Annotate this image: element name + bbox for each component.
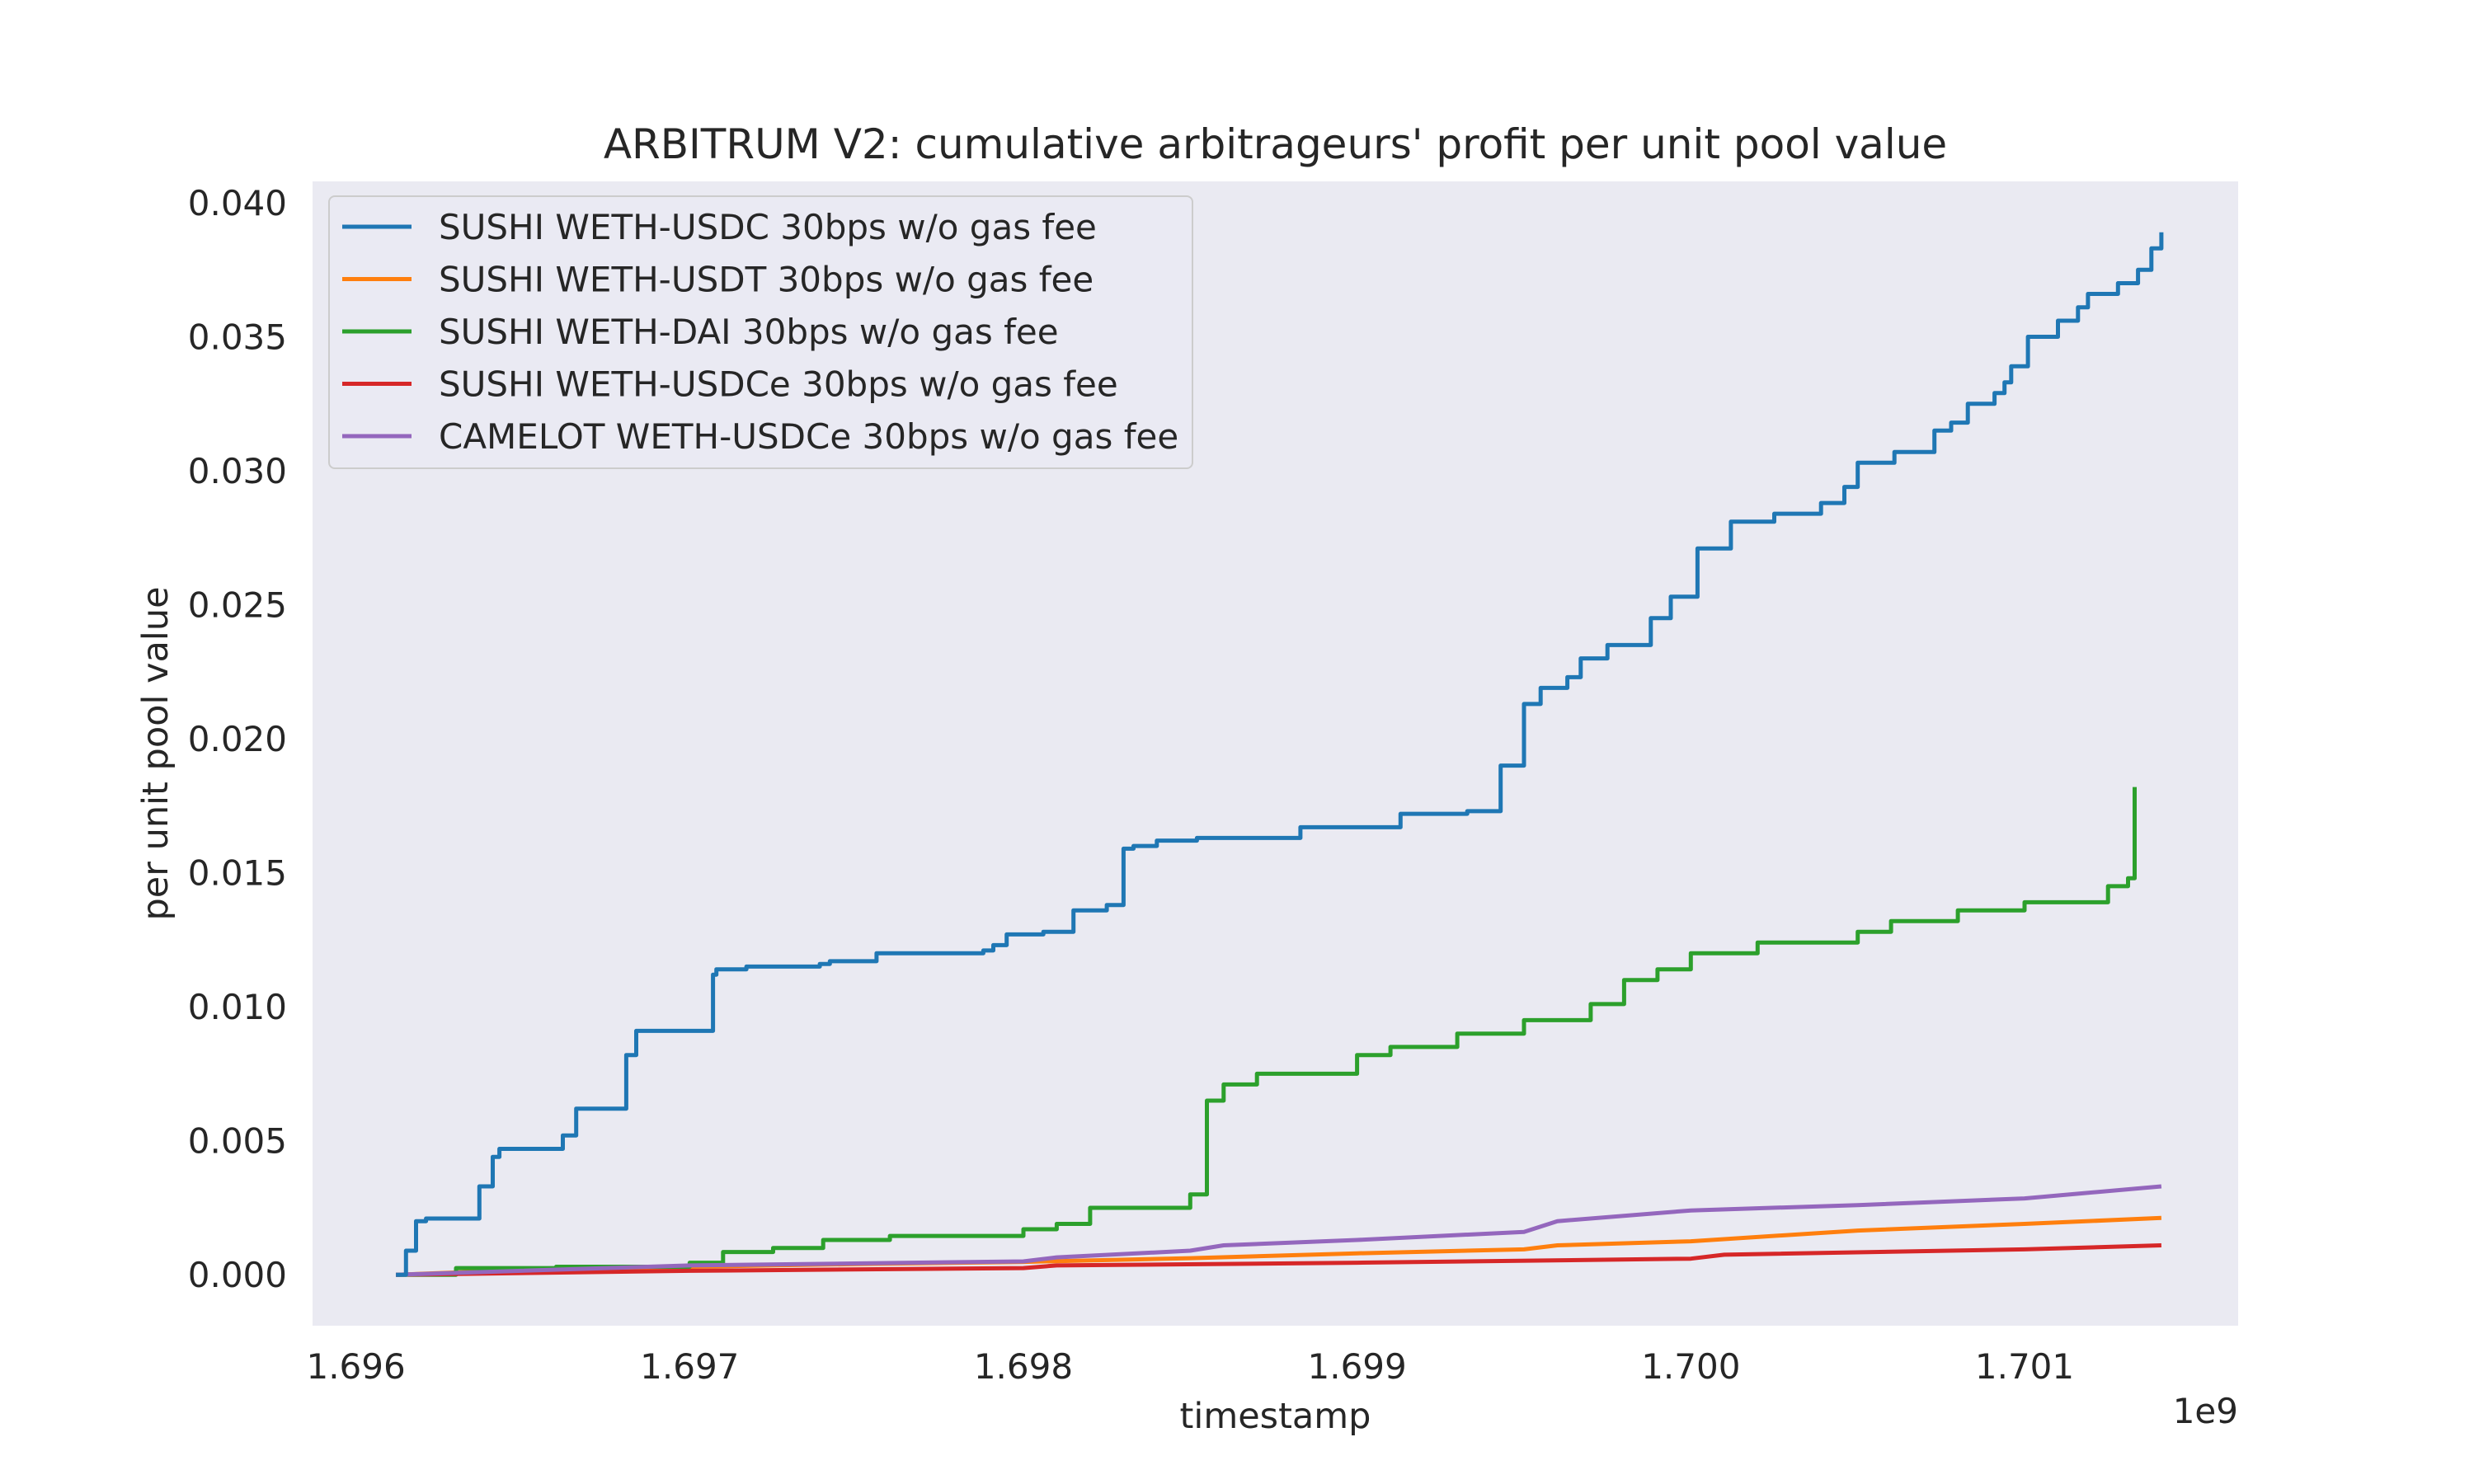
y-tick-label: 0.030 [188, 451, 287, 491]
legend-label: SUSHI WETH-USDT 30bps w/o gas fee [439, 260, 1094, 300]
x-tick-label: 1.701 [1975, 1346, 2074, 1387]
y-tick-label: 0.025 [188, 585, 287, 626]
series-line-1 [396, 232, 2164, 1277]
y-tick-label: 0.015 [188, 853, 287, 894]
x-tick-label: 1.697 [640, 1346, 739, 1387]
chart-title: ARBITRUM V2: cumulative arbitrageurs' pr… [604, 120, 1947, 168]
legend-label: CAMELOT WETH-USDCe 30bps w/o gas fee [439, 416, 1178, 457]
y-tick-label: 0.000 [188, 1255, 287, 1295]
x-axis-label: timestamp [1180, 1396, 1371, 1437]
y-axis-label: per unit pool value [135, 586, 176, 920]
legend-box [328, 195, 1193, 469]
x-tick-label: 1.696 [306, 1346, 405, 1387]
series-lines [396, 232, 2164, 1277]
y-tick-label: 0.010 [188, 987, 287, 1027]
x-tick-label: 1.700 [1641, 1346, 1740, 1387]
y-tick-label: 0.040 [188, 183, 287, 223]
series-line-4 [396, 1243, 2161, 1277]
series-line-3 [396, 787, 2137, 1277]
x-tick-label: 1.698 [974, 1346, 1073, 1387]
legend-label: SUSHI WETH-DAI 30bps w/o gas fee [439, 312, 1059, 352]
x-axis-ticks: 1.696 1.697 1.698 1.699 1.700 1.701 [306, 1346, 2074, 1387]
legend-label: SUSHI WETH-USDC 30bps w/o gas fee [439, 207, 1097, 247]
y-tick-label: 0.020 [188, 719, 287, 759]
legend-label: SUSHI WETH-USDCe 30bps w/o gas fee [439, 364, 1118, 405]
x-axis-offset-label: 1e9 [2173, 1391, 2238, 1431]
y-axis-ticks: 0.000 0.005 0.010 0.015 0.020 0.025 0.030 0.035… [188, 183, 287, 1295]
series-line-5 [396, 1184, 2162, 1277]
legend: SUSHI WETH-USDC 30bps w/o gas fee SUSHI W… [328, 195, 1193, 469]
y-tick-label: 0.005 [188, 1121, 287, 1162]
y-tick-label: 0.035 [188, 317, 287, 358]
x-tick-label: 1.699 [1308, 1346, 1407, 1387]
